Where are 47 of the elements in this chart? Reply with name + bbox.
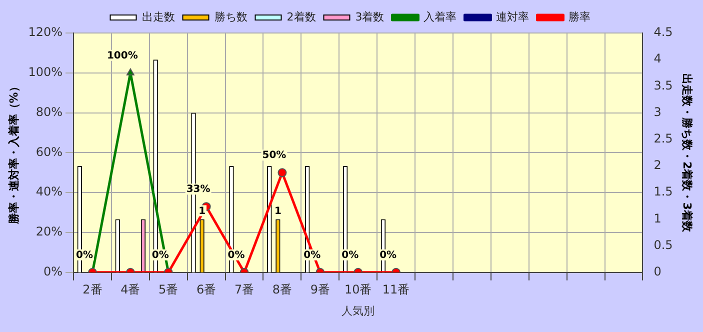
data-label: 0% — [152, 250, 169, 261]
legend-label: 3着数 — [355, 10, 384, 24]
legend-label: 連対率 — [496, 10, 530, 24]
data-label: 0% — [228, 250, 245, 261]
y2-axis-title: 出走数・勝ち数・2着数・3着数 — [680, 74, 694, 233]
legend-label: 入着率 — [424, 10, 457, 24]
y-tick-label: 120% — [28, 25, 63, 40]
legend-label: 勝率 — [568, 10, 591, 24]
y2-tick-label: 4.5 — [654, 25, 673, 40]
y2-tick-label: 1 — [654, 211, 662, 226]
x-tick-label: 11番 — [382, 282, 410, 297]
y-tick-label: 80% — [36, 104, 63, 119]
x-tick-label: 2番 — [82, 282, 102, 297]
y2-tick-label: 2.5 — [654, 132, 673, 146]
y2-tick-label: 0 — [654, 264, 662, 279]
y2-tick-label: 4 — [654, 52, 662, 66]
data-label: 50% — [262, 150, 286, 162]
x-tick-label: 8番 — [272, 282, 292, 297]
data-label: 0% — [304, 250, 321, 261]
y-axis-title: 勝率・連対率・入着率（%） — [7, 81, 20, 226]
x-tick-label: 10番 — [344, 282, 372, 297]
y2-tick-label: 2 — [654, 158, 662, 172]
data-label: 0% — [342, 250, 359, 261]
legend-label: 2着数 — [286, 10, 316, 24]
y2-tick-label: 3 — [654, 104, 662, 119]
data-label: 100% — [106, 50, 138, 62]
data-label: 1 — [198, 206, 206, 217]
x-tick-label: 7番 — [234, 282, 254, 297]
y-tick-label: 0% — [43, 264, 63, 279]
y2-tick-label: 1.5 — [654, 184, 673, 199]
x-tick-label: 6番 — [196, 282, 216, 297]
data-label: 0% — [380, 250, 397, 261]
y-tick-label: 20% — [36, 224, 63, 239]
legend-label: 出走数 — [142, 10, 175, 24]
x-tick-label: 4番 — [120, 282, 140, 297]
data-label: 1 — [274, 206, 282, 217]
x-tick-label: 5番 — [158, 282, 178, 297]
legend-label: 勝ち数 — [214, 10, 248, 24]
y-tick-label: 40% — [36, 184, 63, 199]
y2-tick-label: 3.5 — [654, 78, 673, 92]
data-label: 33% — [186, 184, 210, 196]
y-tick-label: 100% — [28, 65, 63, 80]
x-axis-title: 人気別 — [342, 304, 375, 318]
y-tick-label: 60% — [36, 144, 63, 159]
x-tick-label: 9番 — [310, 282, 330, 297]
data-label: 0% — [76, 250, 93, 261]
y2-tick-label: 0.5 — [654, 238, 673, 252]
